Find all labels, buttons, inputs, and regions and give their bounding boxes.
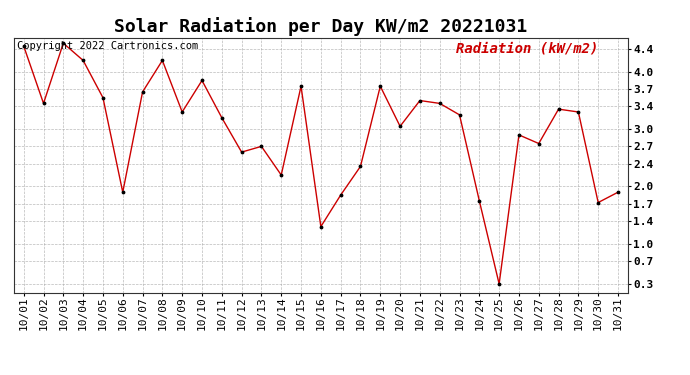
Title: Solar Radiation per Day KW/m2 20221031: Solar Radiation per Day KW/m2 20221031 [115,17,527,36]
Text: Radiation (kW/m2): Radiation (kW/m2) [456,41,598,56]
Text: Copyright 2022 Cartronics.com: Copyright 2022 Cartronics.com [17,41,198,51]
